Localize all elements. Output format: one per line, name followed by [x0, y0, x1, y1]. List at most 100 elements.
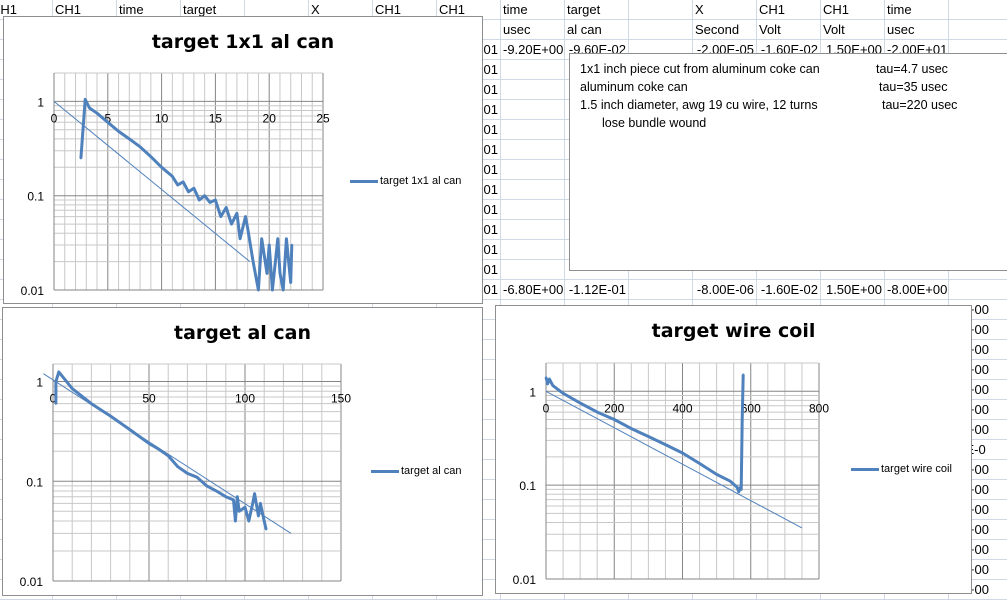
cell[interactable]: target: [565, 0, 629, 20]
cell[interactable]: [629, 0, 693, 20]
data-point: [739, 488, 743, 491]
data-point: [167, 454, 170, 458]
cell[interactable]: [501, 200, 565, 220]
cell[interactable]: usec: [885, 20, 949, 40]
cell[interactable]: [501, 160, 565, 180]
cell[interactable]: 1.50E+00: [821, 280, 885, 300]
chart-target-al-can[interactable]: target al can 1 0.1 0.01 0 50 100 150 target a…: [2, 307, 483, 596]
cell[interactable]: al can: [565, 20, 629, 40]
y-tick-label: 1: [36, 376, 43, 390]
data-point: [235, 212, 239, 215]
legend-label: target wire coil: [881, 463, 952, 475]
data-series-line: [544, 374, 745, 494]
cell[interactable]: [949, 20, 1007, 40]
cell[interactable]: [501, 140, 565, 160]
data-point: [647, 435, 650, 438]
cell[interactable]: CH1: [757, 0, 821, 20]
cell[interactable]: [501, 100, 565, 120]
data-point: [147, 442, 151, 445]
data-point: [613, 418, 616, 421]
cell[interactable]: [501, 260, 565, 280]
x-tick-label: 0: [51, 111, 58, 125]
data-point: [546, 382, 549, 386]
cell[interactable]: [629, 280, 693, 300]
data-point: [735, 486, 739, 489]
data-point: [205, 484, 208, 488]
data-point: [281, 288, 285, 292]
data-point: [741, 418, 744, 421]
data-series-line: [79, 97, 294, 292]
cell[interactable]: CH1: [821, 0, 885, 20]
data-point: [276, 237, 280, 240]
x-tick-label: 800: [809, 401, 829, 415]
data-point: [681, 451, 684, 455]
y-tick-label: 1: [37, 95, 44, 109]
cell[interactable]: [501, 180, 565, 200]
data-point: [176, 465, 179, 468]
data-point: [544, 376, 548, 379]
cell[interactable]: [949, 260, 1007, 280]
cell[interactable]: [949, 0, 1007, 20]
text-box-notes[interactable]: 1x1 inch piece cut from aluminum coke ca…: [569, 53, 1007, 271]
chart-target-wire-coil[interactable]: target wire coil 1 0.1 0.01 0 200 400 600 800 t…: [495, 305, 972, 594]
cell[interactable]: Second: [693, 20, 757, 40]
cell[interactable]: [629, 20, 693, 40]
cell[interactable]: Volt: [757, 20, 821, 40]
data-point: [268, 243, 271, 247]
cell[interactable]: time: [501, 0, 565, 20]
data-point: [176, 183, 179, 187]
cell[interactable]: [949, 280, 1007, 300]
cell[interactable]: Volt: [821, 20, 885, 40]
chart-target-1x1-al-can[interactable]: target 1x1 al can 1 0.1 0.01 0 5 10 15 20 25 tar…: [3, 16, 483, 304]
cell[interactable]: -9.20E+00: [501, 40, 565, 60]
note-line: 1x1 inch piece cut from aluminum coke ca…: [580, 62, 948, 76]
data-point: [219, 215, 222, 218]
y-tick-label: 1: [529, 385, 536, 399]
data-point: [224, 206, 228, 209]
x-tick-label: 0: [543, 401, 550, 415]
tau-value: tau=35 usec: [879, 80, 948, 94]
data-point: [739, 486, 742, 489]
cell[interactable]: -8.00E+00: [885, 280, 949, 300]
cell[interactable]: -1.12E-01: [565, 280, 629, 300]
cell[interactable]: X: [693, 0, 757, 20]
cell[interactable]: -8.00E-06: [693, 280, 757, 300]
note-line: 1.5 inch diameter, awg 19 cu wire, 12 tu…: [580, 98, 958, 112]
cell[interactable]: [501, 60, 565, 80]
data-point: [84, 98, 87, 101]
x-tick-label: 0: [50, 392, 57, 406]
data-point: [236, 495, 239, 498]
x-tick-label: 25: [316, 111, 330, 125]
data-point: [232, 498, 235, 502]
y-tick-label: 0.01: [20, 575, 44, 589]
data-point: [698, 462, 701, 465]
y-tick-label: 0.1: [27, 190, 44, 204]
note-line: lose bundle wound: [602, 116, 707, 130]
cell[interactable]: -1.60E-02: [757, 280, 821, 300]
data-point: [238, 237, 242, 240]
x-tick-label: 600: [741, 401, 761, 415]
plot-area: 1 0.1 0.01 0 5 10 15 20 25: [21, 72, 330, 298]
data-point: [181, 180, 185, 184]
y-tick-label: 0.01: [513, 573, 537, 587]
cell[interactable]: -6.80E+00: [501, 280, 565, 300]
x-tick-label: 10: [155, 111, 169, 125]
data-point: [157, 447, 160, 451]
legend-label: target al can: [401, 465, 462, 477]
data-point: [117, 130, 120, 133]
plot-area: 1 0.1 0.01 0 200 400 600 800: [513, 362, 829, 587]
data-point: [561, 392, 565, 395]
data-point: [79, 156, 83, 160]
cell[interactable]: time: [885, 0, 949, 20]
cell[interactable]: [501, 120, 565, 140]
data-point: [234, 519, 237, 523]
cell[interactable]: [501, 220, 565, 240]
cell[interactable]: usec: [501, 20, 565, 40]
x-tick-label: 100: [235, 392, 255, 406]
cell[interactable]: [501, 80, 565, 100]
cell[interactable]: [501, 240, 565, 260]
data-point: [257, 514, 260, 518]
note-line: aluminum coke can tau=35 usec: [580, 80, 948, 94]
data-point: [214, 198, 217, 202]
data-point: [171, 175, 174, 178]
